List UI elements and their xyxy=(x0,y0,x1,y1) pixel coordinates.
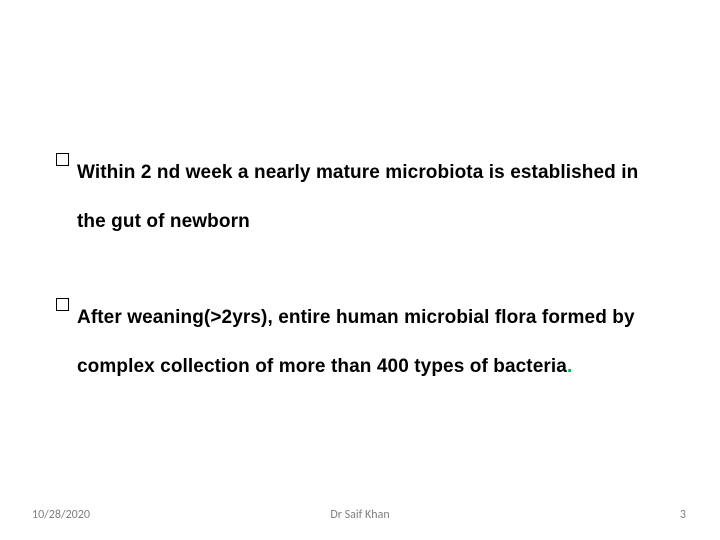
slide: Within 2 nd week a nearly mature microbi… xyxy=(0,0,720,540)
footer-author: Dr Saif Khan xyxy=(330,508,389,522)
green-period: . xyxy=(567,356,572,377)
bullet-item: After weaning(>2yrs), entire human micro… xyxy=(56,293,666,392)
square-bullet-icon xyxy=(56,153,69,166)
footer-date: 10/28/2020 xyxy=(32,508,90,522)
bullet-text-main: After weaning(>2yrs), entire human micro… xyxy=(77,307,635,377)
footer: 10/28/2020 Dr Saif Khan 3 xyxy=(0,502,720,522)
footer-page-number: 3 xyxy=(680,508,686,522)
bullet-text: After weaning(>2yrs), entire human micro… xyxy=(77,293,666,392)
bullet-item: Within 2 nd week a nearly mature microbi… xyxy=(56,148,666,293)
content-area: Within 2 nd week a nearly mature microbi… xyxy=(56,148,666,392)
bullet-text: Within 2 nd week a nearly mature microbi… xyxy=(77,148,666,247)
square-bullet-icon xyxy=(56,298,69,311)
